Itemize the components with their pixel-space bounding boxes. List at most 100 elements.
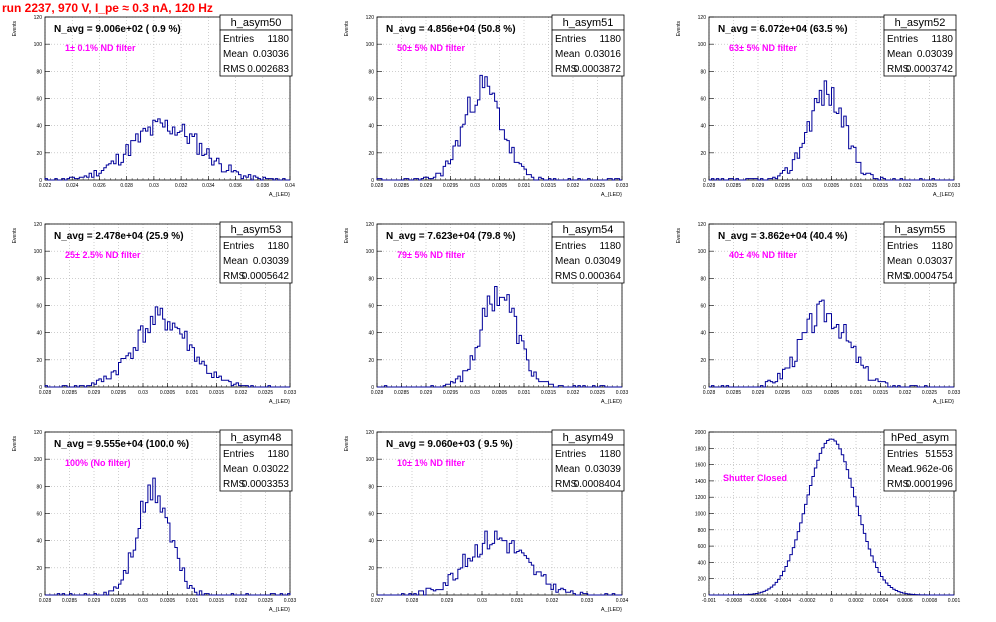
x-tick-label: 0.03	[477, 598, 487, 604]
y-tick-label: 40	[368, 124, 374, 130]
stats-value-rms: 0.0003872	[574, 64, 622, 75]
x-tick-label: 0.034	[616, 598, 629, 604]
y-tick-label: 0	[39, 385, 42, 391]
y-tick-label: 80	[36, 276, 42, 282]
x-tick-label: 0.0295	[111, 598, 127, 604]
y-tick-label: 100	[366, 457, 375, 463]
x-axis-label: A_{LED}	[269, 399, 290, 405]
navg-label: N_avg = 7.623e+04 (79.8 %)	[386, 231, 516, 242]
x-tick-label: 0.0295	[775, 390, 791, 396]
x-tick-label: 0.0315	[541, 390, 557, 396]
y-tick-label: 80	[36, 69, 42, 75]
x-tick-label: 0.0305	[160, 598, 176, 604]
x-tick-label: 0.036	[229, 183, 242, 189]
y-axis-label: Events	[344, 228, 350, 244]
y-tick-label: 100	[34, 457, 43, 463]
stats-key-rms: RMS	[555, 64, 578, 75]
x-tick-label: 0.032	[235, 390, 248, 396]
x-tick-label: 0.029	[88, 598, 101, 604]
y-tick-label: 20	[368, 566, 374, 572]
stats-value-entries: 1180	[599, 241, 621, 252]
stats-value-mean: 0.03037	[917, 256, 954, 267]
x-tick-label: 0.0295	[775, 183, 791, 189]
x-tick-label: 0.029	[752, 183, 765, 189]
x-tick-label: 0.033	[581, 598, 594, 604]
filter-annotation: 40± 4% ND filter	[729, 250, 797, 260]
x-tick-label: 0.024	[66, 183, 79, 189]
histogram-series	[377, 285, 622, 388]
histogram-series	[709, 80, 954, 181]
histogram-name: h_asym53	[231, 224, 282, 236]
x-tick-label: 0.03	[470, 390, 480, 396]
x-tick-label: 0.032	[175, 183, 188, 189]
stats-box	[883, 444, 957, 492]
stats-value-entries: 51553	[925, 449, 953, 460]
x-axis-label: A_{LED}	[601, 607, 622, 613]
page-title: run 2237, 970 V, I_pe ≈ 0.3 nA, 120 Hz	[2, 1, 213, 15]
y-tick-label: 20	[36, 566, 42, 572]
histogram-hPed_asym: -0.001 -0.0008 -0.0006 -0.0004 -0.0002 0 0.000…	[695, 429, 960, 604]
x-tick-label: 0.028	[39, 598, 52, 604]
filter-annotation: 100% (No filter)	[65, 458, 131, 468]
x-tick-label: 0.033	[948, 183, 961, 189]
x-tick-label: 0.0004	[873, 598, 889, 604]
stats-value-rms: 0.002683	[247, 64, 289, 75]
stats-box	[219, 236, 293, 284]
filter-annotation: 50± 5% ND filter	[397, 43, 465, 53]
y-tick-label: 100	[698, 249, 707, 255]
x-axis-label: A_{LED}	[601, 192, 622, 198]
histogram-pad-hPed_asym: -0.001 -0.0008 -0.0006 -0.0004 -0.0002 0 0.000…	[664, 415, 996, 622]
filter-annotation: Shutter Closed	[723, 473, 787, 483]
y-tick-label: 0	[39, 178, 42, 184]
navg-label: N_avg = 4.856e+04 (50.8 %)	[386, 24, 516, 35]
x-tick-label: 0.0285	[62, 598, 78, 604]
x-tick-label: 0.0285	[726, 390, 742, 396]
x-tick-label: 0.0305	[824, 390, 840, 396]
stats-value-rms: 0.000364	[579, 271, 621, 282]
histogram-h_asym48: 0.028 0.0285 0.029 0.0295 0.03 0.0305 0.031 0.0…	[12, 429, 297, 613]
x-tick-label: 0.028	[703, 183, 716, 189]
y-tick-label: 60	[36, 97, 42, 103]
x-tick-label: 0.028	[703, 390, 716, 396]
y-tick-label: 20	[700, 358, 706, 364]
stats-value-entries: 1180	[267, 241, 289, 252]
y-tick-label: 800	[698, 528, 707, 534]
x-tick-label: 0.033	[616, 183, 629, 189]
x-tick-label: 0.028	[371, 183, 384, 189]
histogram-series	[377, 530, 622, 596]
x-tick-label: 0.0008	[922, 598, 938, 604]
y-tick-label: 100	[366, 249, 375, 255]
stats-value-rms: 0.0003353	[242, 479, 290, 490]
y-tick-label: 100	[366, 42, 375, 48]
y-tick-label: 2000	[695, 430, 706, 436]
y-tick-label: 120	[366, 430, 375, 436]
x-tick-label: 0.033	[284, 598, 297, 604]
stats-key-mean: Mean	[555, 464, 580, 475]
histogram-pad-h_asym48: 0.028 0.0285 0.029 0.0295 0.03 0.0305 0.031 0.0…	[0, 415, 332, 622]
x-tick-label: 0.0315	[209, 598, 225, 604]
stats-value-mean: 0.03039	[253, 256, 290, 267]
y-tick-label: 120	[366, 222, 375, 228]
x-tick-label: 0.0285	[726, 183, 742, 189]
x-tick-label: 0.031	[511, 598, 524, 604]
x-axis-label: A_{LED}	[269, 192, 290, 198]
x-tick-label: 0.0285	[62, 390, 78, 396]
x-tick-label: 0.0295	[111, 390, 127, 396]
x-tick-label: 0.0315	[873, 390, 889, 396]
y-tick-label: 600	[698, 544, 707, 550]
stats-key-entries: Entries	[887, 449, 918, 460]
histogram-pad-h_asym54: 0.028 0.0285 0.029 0.0295 0.03 0.0305 0.031 0.0…	[332, 207, 664, 414]
x-tick-label: 0.0325	[922, 183, 938, 189]
stats-key-mean: Mean	[887, 464, 912, 475]
y-tick-label: 20	[368, 151, 374, 157]
stats-value-mean: 0.03016	[585, 49, 622, 60]
histogram-h_asym49: 0.027 0.028 0.029 0.03 0.031 0.032 0.033 0.034 0…	[344, 429, 629, 613]
stats-key-mean: Mean	[223, 256, 248, 267]
stats-key-rms: RMS	[223, 64, 246, 75]
y-tick-label: 100	[34, 249, 43, 255]
stats-key-rms: RMS	[223, 479, 246, 490]
x-tick-label: 0.031	[850, 390, 863, 396]
stats-box	[551, 236, 625, 284]
y-tick-label: 60	[368, 97, 374, 103]
histogram-name: h_asym54	[563, 224, 614, 236]
